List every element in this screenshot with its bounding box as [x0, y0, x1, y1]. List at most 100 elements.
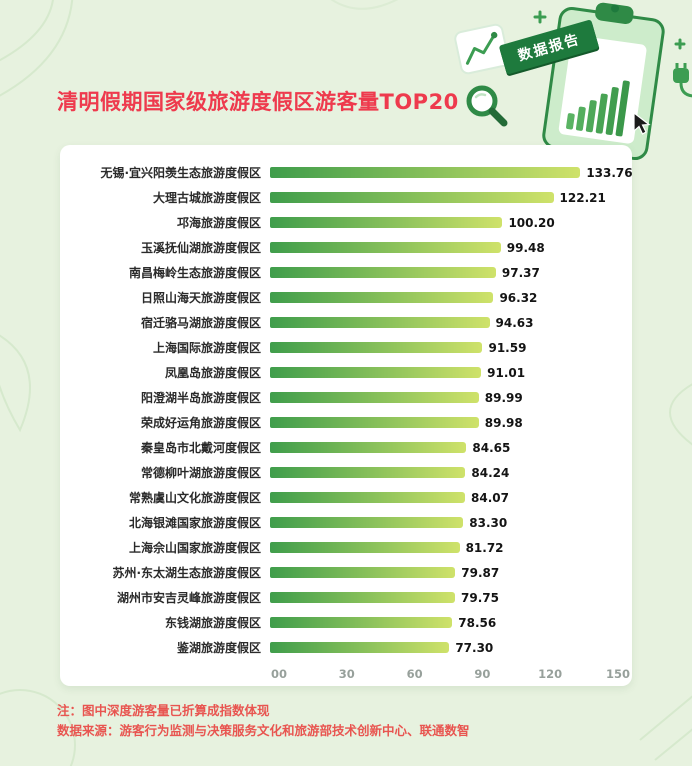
bar-track: 96.32 [270, 285, 618, 310]
chart-row: 常熟虞山文化旅游度假区 84.07 [74, 485, 618, 510]
bar-track: 77.30 [270, 635, 618, 660]
category-label: 玉溪抚仙湖旅游度假区 [140, 241, 261, 255]
value-label: 100.20 [508, 215, 555, 230]
category-label: 阳澄湖半岛旅游度假区 [140, 391, 261, 405]
category-label: 日照山海天旅游度假区 [140, 291, 261, 305]
value-label: 79.87 [461, 565, 500, 580]
bar-track: 89.98 [270, 410, 618, 435]
chart-row: 大理古城旅游度假区 122.21 [74, 185, 618, 210]
value-label: 94.63 [495, 315, 534, 330]
chart-row: 玉溪抚仙湖旅游度假区 99.48 [74, 235, 618, 260]
bar-track: 100.20 [270, 210, 618, 235]
bar-track: 84.07 [270, 485, 618, 510]
chart-row: 上海国际旅游度假区 91.59 [74, 335, 618, 360]
bar [270, 267, 496, 278]
chart-row: 常德柳叶湖旅游度假区 84.24 [74, 460, 618, 485]
category-label: 上海国际旅游度假区 [152, 341, 261, 355]
chart-row: 阳澄湖半岛旅游度假区 89.99 [74, 385, 618, 410]
value-label: 96.32 [499, 290, 538, 305]
bar-track: 79.87 [270, 560, 618, 585]
bar-track: 133.76 [270, 160, 633, 185]
bar [270, 592, 456, 603]
bar-chart-rows: 无锡·宜兴阳羡生态旅游度假区 133.76 大理古城旅游度假区 122.21 邛海旅游度… [74, 160, 633, 660]
sparkle-icons [533, 10, 686, 50]
bar [270, 192, 554, 203]
bar-track: 91.01 [270, 360, 618, 385]
category-label: 苏州·东太湖生态旅游度假区 [112, 566, 261, 580]
bar [270, 342, 483, 353]
category-label: 上海佘山国家旅游度假区 [128, 541, 261, 555]
x-axis-tick: 120 [538, 667, 563, 681]
category-label: 常熟虞山文化旅游度假区 [128, 491, 261, 505]
bar [270, 317, 490, 328]
value-label: 83.30 [469, 515, 508, 530]
category-label: 无锡·宜兴阳羡生态旅游度假区 [100, 166, 261, 180]
category-label: 鉴湖旅游度假区 [176, 641, 261, 655]
value-label: 99.48 [506, 240, 545, 255]
category-label: 北海银滩国家旅游度假区 [128, 516, 261, 530]
category-label: 南昌梅岭生态旅游度假区 [128, 266, 261, 280]
x-axis-tick: 00 [270, 667, 288, 681]
bar-track: 91.59 [270, 335, 618, 360]
footnote-source: 数据来源：游客行为监测与决策服务文化和旅游部技术创新中心、联通数智 [57, 723, 470, 738]
value-label: 81.72 [465, 540, 504, 555]
bar-track: 79.75 [270, 585, 618, 610]
value-label: 79.75 [461, 590, 499, 605]
value-label: 97.37 [501, 265, 540, 280]
value-label: 89.99 [484, 390, 523, 405]
category-label: 凤凰岛旅游度假区 [164, 366, 261, 380]
chart-row: 凤凰岛旅游度假区 91.01 [74, 360, 618, 385]
chart-row: 湖州市安吉灵峰旅游度假区 79.75 [74, 585, 618, 610]
chart-row: 上海佘山国家旅游度假区 81.72 [74, 535, 618, 560]
bar [270, 442, 467, 453]
x-axis-tick: 60 [406, 667, 423, 681]
cursor-icon [633, 112, 651, 135]
mini-linechart-card [454, 23, 510, 75]
bar-track: 84.65 [270, 435, 618, 460]
bar [270, 367, 482, 378]
bar-track: 99.48 [270, 235, 618, 260]
bar [270, 242, 501, 253]
page-title: 清明假期国家级旅游度假区游客量TOP20 [57, 90, 459, 114]
chart-row: 鉴湖旅游度假区 77.30 [74, 635, 618, 660]
bar [270, 517, 464, 528]
chart-row: 北海银滩国家旅游度假区 83.30 [74, 510, 618, 535]
bar [270, 292, 494, 303]
value-label: 78.56 [458, 615, 497, 630]
bar [270, 567, 456, 578]
x-axis-ticks: 00 30 60 90 120 150 [271, 663, 630, 685]
chart-card: 无锡·宜兴阳羡生态旅游度假区 133.76 大理古城旅游度假区 122.21 邛海旅游度… [60, 145, 633, 686]
bar-track: 84.24 [270, 460, 618, 485]
bar [270, 617, 453, 628]
chart-row: 苏州·东太湖生态旅游度假区 79.87 [74, 560, 618, 585]
bar-track: 89.99 [270, 385, 618, 410]
chart-row: 荣成好运角旅游度假区 89.98 [74, 410, 618, 435]
value-label: 84.65 [472, 440, 511, 455]
value-label: 84.07 [471, 490, 509, 505]
bar-track: 122.21 [270, 185, 618, 210]
category-label: 常德柳叶湖旅游度假区 [140, 466, 261, 480]
bar [270, 392, 479, 403]
chart-row: 宿迁骆马湖旅游度假区 94.63 [74, 310, 618, 335]
category-label: 湖州市安吉灵峰旅游度假区 [116, 591, 261, 605]
category-label: 荣成好运角旅游度假区 [140, 416, 261, 430]
bar-track: 83.30 [270, 510, 618, 535]
value-label: 77.30 [455, 640, 494, 655]
x-axis-tick: 90 [474, 667, 491, 681]
footnote-indexing: 注：图中深度游客量已折算成指数体现 [57, 703, 270, 718]
bar-track: 81.72 [270, 535, 618, 560]
x-axis-tick: 30 [338, 667, 355, 681]
bar-track: 97.37 [270, 260, 618, 285]
value-label: 89.98 [484, 415, 523, 430]
category-label: 大理古城旅游度假区 [152, 191, 261, 205]
magnifier-icon [466, 85, 508, 127]
bar [270, 492, 466, 503]
chart-row: 邛海旅游度假区 100.20 [74, 210, 618, 235]
value-label: 91.59 [488, 340, 527, 355]
x-axis-tick: 150 [605, 667, 631, 681]
value-label: 133.76 [586, 165, 633, 180]
category-label: 邛海旅游度假区 [176, 216, 261, 230]
value-label: 91.01 [487, 365, 526, 380]
